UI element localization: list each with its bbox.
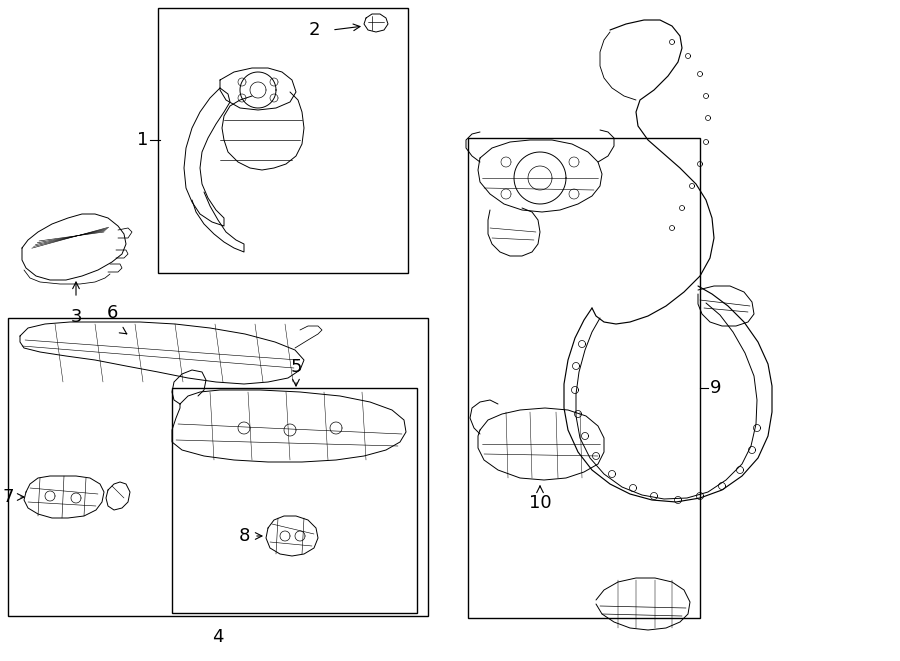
Text: 7: 7 — [3, 488, 14, 506]
Text: 6: 6 — [106, 304, 118, 322]
Text: 3: 3 — [70, 308, 82, 326]
Bar — [8, 318, 428, 616]
Text: 8: 8 — [238, 527, 250, 545]
Text: 9: 9 — [710, 379, 722, 397]
Text: 4: 4 — [212, 628, 224, 646]
Text: 1: 1 — [137, 131, 148, 149]
Bar — [172, 388, 417, 613]
Bar — [158, 8, 408, 273]
Bar — [468, 138, 700, 618]
Text: 2: 2 — [309, 21, 320, 39]
Text: 10: 10 — [528, 494, 552, 512]
Text: 5: 5 — [290, 358, 302, 376]
